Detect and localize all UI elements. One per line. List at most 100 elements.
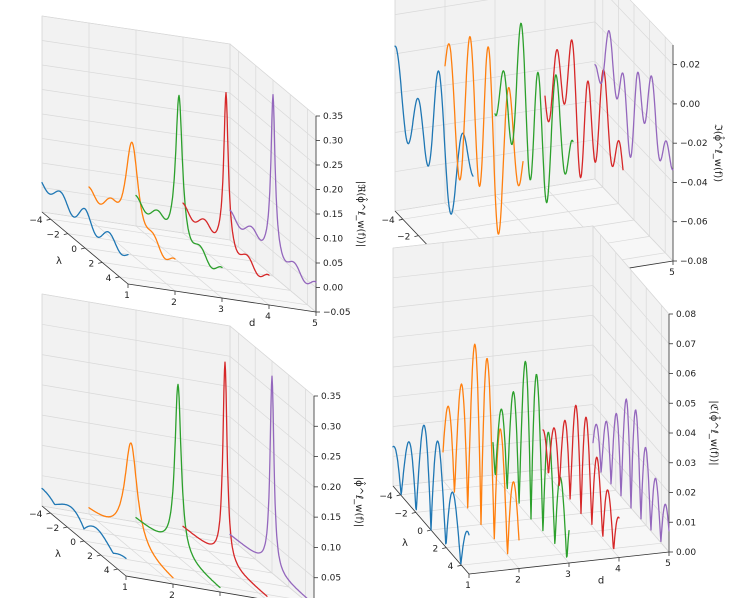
z-tick-label: 0.30 <box>323 137 343 147</box>
grid-line <box>394 0 674 65</box>
grid-line <box>394 60 674 144</box>
z-tick-label: 0.10 <box>321 543 341 553</box>
grid-line <box>41 475 315 578</box>
z-tick-label: 0.00 <box>323 284 343 294</box>
grid-line <box>182 529 266 598</box>
grid-line <box>392 255 670 345</box>
z-tick-label: 0.02 <box>676 489 696 499</box>
y-axis-label: d <box>598 576 604 587</box>
z-tick-label: 0.20 <box>323 186 343 196</box>
z-tick-label: 0.35 <box>323 112 343 122</box>
grid-line <box>41 323 315 427</box>
z-tick-label: −0.02 <box>680 139 708 149</box>
grid-line <box>135 225 223 299</box>
z-tick-label: 0.03 <box>676 459 696 469</box>
grid-line <box>394 178 674 262</box>
z-tick-label: 0.35 <box>321 392 341 402</box>
z-tick-label: −0.06 <box>680 218 708 228</box>
grid-line <box>41 445 315 548</box>
z-tick-label: 0.01 <box>676 518 696 528</box>
chart-panel-top-left: −4 −2 0 2 4 1 2 3 4 5 −0.05 0.00 0.05 0.10 0.15 0.20 0.2… <box>29 15 369 329</box>
grid-line <box>41 64 317 166</box>
grid-line <box>392 433 670 523</box>
z-axis-label: |ϕ̂^ℓ_w(f)| <box>353 477 367 527</box>
grid-line <box>41 354 315 457</box>
x-tick <box>457 564 462 567</box>
series-line-d=5 <box>594 30 674 171</box>
grid-line <box>41 414 315 518</box>
z-tick-label: 0.15 <box>321 513 341 523</box>
y-tick-label: 2 <box>515 576 521 586</box>
y-tick-label: 1 <box>122 583 128 593</box>
series-line-d=2 <box>444 35 524 235</box>
series-line-d=5 <box>229 94 317 285</box>
z-tick-label: 0.06 <box>676 370 696 380</box>
x-tick-label: −4 <box>29 216 43 226</box>
grid-line <box>392 314 670 404</box>
x-tick <box>426 529 432 532</box>
y-axis-label: d <box>249 318 255 329</box>
x-tick <box>46 218 51 221</box>
grid-line <box>41 40 317 141</box>
y-tick-label: 5 <box>312 319 318 329</box>
series-line-d=1 <box>392 424 470 565</box>
z-tick-label: 0.00 <box>676 548 696 558</box>
z-tick-label: 0.00 <box>680 100 700 110</box>
z-tick-label: 0.04 <box>676 429 696 439</box>
x-tick <box>80 247 86 250</box>
x-tick-label: −2 <box>46 524 59 534</box>
x-tick <box>414 235 419 237</box>
z-tick-label: 0.05 <box>321 574 341 584</box>
chart-panel-bottom-left: −4−2024123450.000.050.100.150.200.250.30… <box>29 293 367 598</box>
z-tick-label: 0.30 <box>321 422 341 432</box>
x-tick <box>63 526 68 529</box>
grid-line <box>135 521 221 593</box>
grid-line <box>392 225 670 315</box>
series-line-d=2 <box>88 442 174 579</box>
x-tick-label: 4 <box>448 562 454 572</box>
x-tick <box>396 494 401 497</box>
y-tick-label: 1 <box>124 291 130 301</box>
y-tick-label: 2 <box>171 298 177 308</box>
z-axis-label: |ℜ(ϕ̂^ℓ_w(f))| <box>355 181 369 247</box>
grid-line <box>182 232 270 306</box>
y-tick-label: 4 <box>265 312 271 322</box>
y-tick-label: 4 <box>615 565 621 575</box>
grid-line <box>41 384 315 488</box>
y-tick-label: 5 <box>669 268 675 278</box>
z-tick-label: 0.20 <box>321 483 341 493</box>
x-tick-label: −4 <box>382 216 396 226</box>
x-tick-label: −2 <box>397 233 410 243</box>
series-line-d=3 <box>492 360 570 558</box>
x-tick <box>98 262 103 264</box>
grid-line <box>41 293 315 397</box>
x-tick-label: 4 <box>104 566 110 576</box>
z-axis-label: ℑ(ϕ̂^ℓ_w(f)) <box>712 124 726 182</box>
grid-line <box>41 113 317 215</box>
grid-line <box>394 100 674 183</box>
x-tick <box>96 554 101 557</box>
z-tick-label: 0.25 <box>323 161 343 171</box>
x-tick-label: 0 <box>417 527 423 537</box>
series-line-d=3 <box>494 22 574 204</box>
series-line-d=1 <box>394 45 474 215</box>
y-tick-label: 3 <box>218 305 224 315</box>
grid-line <box>41 89 317 190</box>
x-axis-label: λ <box>56 256 62 267</box>
grid-line <box>392 344 670 434</box>
y-tick-label: 3 <box>565 570 571 580</box>
x-axis-label: λ <box>402 538 408 549</box>
series-line-d=4 <box>544 39 624 179</box>
x-axis-label: λ <box>55 549 61 560</box>
z-tick-label: 0.07 <box>676 340 696 350</box>
x-tick <box>46 512 51 515</box>
x-tick-label: 2 <box>432 545 438 555</box>
grid-line <box>41 15 317 117</box>
grid-line <box>88 513 174 585</box>
x-tick-label: 2 <box>87 552 93 562</box>
x-tick-label: −2 <box>47 231 60 241</box>
series-line-d=4 <box>542 404 620 550</box>
series-line-d=3 <box>135 94 223 270</box>
series-line-d=4 <box>182 361 268 597</box>
